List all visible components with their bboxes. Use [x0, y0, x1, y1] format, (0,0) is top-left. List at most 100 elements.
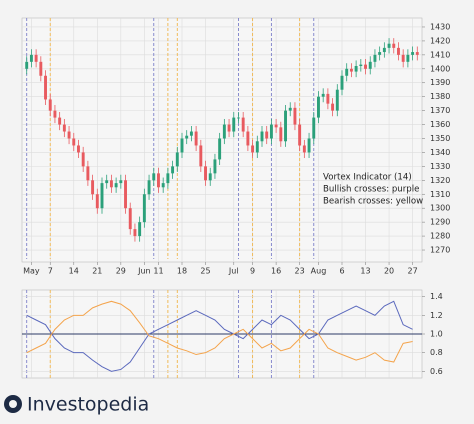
x-tick-label: 21	[92, 267, 102, 276]
y-tick-label: 1290	[430, 218, 450, 227]
y-tick-label: 1.2	[430, 311, 443, 320]
y-tick-label: 1370	[430, 106, 450, 115]
candle-body	[378, 52, 382, 55]
candle-body	[246, 131, 250, 146]
candle-body	[171, 166, 175, 174]
x-tick-label: 18	[177, 267, 187, 276]
candle-body	[345, 68, 349, 76]
candle-body	[335, 89, 339, 111]
annotation: Bullish crosses: purple	[323, 185, 419, 195]
x-tick-label: 9	[250, 267, 255, 276]
candle-body	[161, 183, 165, 188]
candle-body	[166, 173, 170, 184]
candle-body	[58, 117, 62, 125]
annotation: Bearish crosses: yellow	[323, 197, 423, 207]
candle-body	[67, 131, 71, 139]
candle-body	[227, 124, 231, 132]
x-tick-label: 20	[384, 267, 394, 276]
candle-body	[133, 229, 137, 237]
candle-body	[53, 110, 57, 118]
x-tick-label: 23	[295, 267, 305, 276]
candle-body	[232, 117, 236, 132]
y-tick-label: 1400	[430, 64, 450, 73]
candle-body	[406, 54, 410, 62]
candle-body	[189, 131, 193, 136]
y-tick-label: 1300	[430, 204, 450, 213]
x-tick-label: Aug	[311, 267, 327, 276]
indicator-line	[26, 300, 413, 363]
candle-body	[312, 117, 316, 139]
candle-body	[180, 138, 184, 153]
y-tick-label: 1310	[430, 190, 450, 199]
x-tick-label: 13	[360, 267, 370, 276]
candle-body	[62, 124, 66, 132]
candle-body	[185, 135, 189, 139]
candle-body	[251, 145, 255, 153]
candle-body	[349, 68, 353, 72]
candle-body	[105, 180, 109, 184]
candle-body	[218, 138, 222, 160]
candle-body	[119, 180, 123, 184]
candle-body	[147, 180, 151, 195]
candle-body	[124, 180, 127, 209]
candle-body	[373, 54, 377, 62]
x-tick-label: 29	[116, 267, 126, 276]
candle-body	[260, 131, 264, 142]
y-tick-label: 1420	[430, 36, 450, 45]
price-panel	[21, 17, 423, 263]
y-tick-label: 1280	[430, 232, 450, 241]
candle-body	[415, 52, 419, 55]
y-tick-label: 1270	[430, 246, 450, 255]
candle-body	[114, 183, 118, 188]
y-tick-label: 1340	[430, 148, 450, 157]
candle-body	[91, 180, 95, 195]
candle-body	[48, 99, 52, 111]
y-tick-label: 1380	[430, 92, 450, 101]
logo-text: Investopedia	[27, 394, 149, 416]
candle-body	[307, 138, 311, 153]
candle-body	[128, 208, 132, 230]
x-tick-label: 7	[48, 267, 53, 276]
y-tick-label: 0.8	[430, 348, 443, 357]
candle-body	[397, 47, 400, 55]
candle-body	[138, 222, 142, 237]
candle-body	[157, 173, 160, 188]
candle-body	[175, 152, 179, 167]
candle-body	[364, 64, 367, 69]
x-tick-label: 14	[69, 267, 79, 276]
candle-body	[317, 96, 320, 118]
candle-body	[302, 145, 306, 153]
candle-body	[29, 54, 33, 62]
candle-body	[241, 117, 245, 132]
candle-body	[39, 61, 43, 76]
candle-body	[387, 43, 391, 48]
candle-body	[288, 107, 292, 111]
candle-body	[265, 131, 269, 139]
candle-body	[208, 173, 212, 181]
y-tick-label: 1350	[430, 134, 450, 143]
x-tick-label: 25	[200, 267, 210, 276]
candle-body	[100, 183, 104, 209]
x-tick-label: Jul	[228, 267, 239, 276]
candle-body	[326, 93, 330, 104]
candle-body	[25, 61, 29, 69]
candle-body	[411, 52, 415, 55]
candle-body	[340, 75, 344, 90]
candle-body	[255, 141, 259, 153]
candle-body	[237, 117, 240, 119]
candle-body	[44, 75, 47, 100]
x-tick-label: Jun	[137, 267, 151, 276]
candle-body	[279, 127, 283, 142]
candle-body	[152, 173, 156, 181]
candle-body	[222, 124, 226, 139]
candle-body	[213, 159, 217, 174]
x-tick-label: 16	[271, 267, 281, 276]
candle-body	[392, 43, 396, 48]
candle-body	[109, 180, 113, 188]
candle-body	[368, 61, 372, 69]
candle-body	[331, 103, 335, 111]
annotation: Vortex Indicator (14)	[323, 173, 412, 183]
y-tick-label: 1.4	[430, 292, 443, 301]
y-tick-label: 1390	[430, 78, 450, 87]
